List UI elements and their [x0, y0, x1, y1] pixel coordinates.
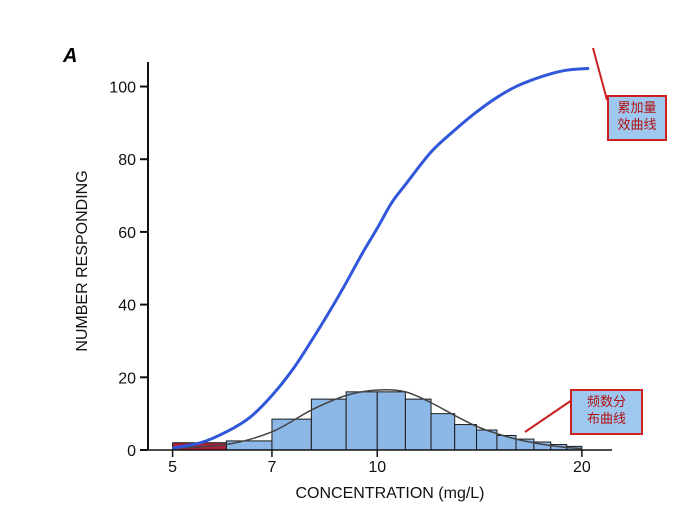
histogram-bar: [271, 418, 312, 451]
x-tick-label: 10: [368, 459, 386, 476]
x-tick-label: 20: [573, 459, 591, 476]
callout-frequency-pointer: [524, 399, 573, 433]
callout-cumulative-pointer: [592, 47, 608, 101]
x-tick-label: 5: [168, 459, 177, 476]
histogram-bar: [454, 424, 478, 451]
histogram-bar: [430, 413, 456, 451]
cumulative-dose-response-curve: [172, 66, 590, 450]
y-tick-label: 20: [118, 370, 136, 387]
callout-cumulative-curve: 累加量 效曲线: [607, 95, 667, 141]
y-tick-label: 60: [118, 225, 136, 242]
histogram-bar: [376, 391, 406, 451]
histogram-bar: [225, 440, 273, 451]
callout-cumulative-line-1: 累加量: [617, 101, 657, 116]
x-tick-label: 7: [267, 459, 276, 476]
panel-letter: A: [62, 45, 77, 67]
callout-frequency-line-1: 频数分: [586, 395, 626, 410]
histogram-bar: [404, 398, 432, 451]
callout-frequency-line-2: 布曲线: [586, 412, 626, 427]
callout-cumulative-line-2: 效曲线: [617, 118, 657, 133]
y-tick-label: 40: [118, 298, 136, 315]
y-tick-label: 0: [127, 443, 136, 460]
frequency-distribution-curve: [172, 389, 582, 450]
callout-frequency-curve: 频数分 布曲线: [570, 389, 643, 435]
y-axis-title: NUMBER RESPONDING: [74, 170, 91, 351]
histogram-bar: [345, 391, 378, 451]
x-axis-title: CONCENTRATION (mg/L): [295, 485, 484, 502]
y-tick-label: 80: [118, 152, 136, 169]
y-tick-label: 100: [109, 80, 136, 97]
